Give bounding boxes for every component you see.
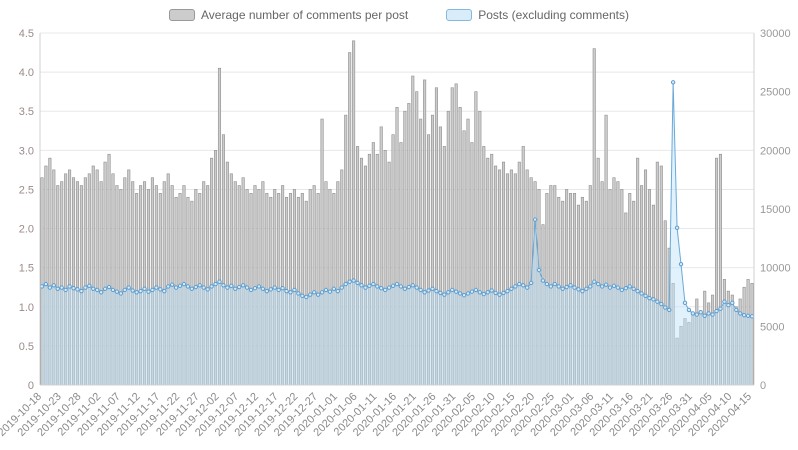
svg-text:3.0: 3.0 xyxy=(19,145,34,157)
svg-text:2.5: 2.5 xyxy=(19,184,34,196)
svg-text:10000: 10000 xyxy=(760,263,791,275)
axis-lines xyxy=(39,33,755,386)
svg-text:2.0: 2.0 xyxy=(19,224,34,236)
svg-text:15000: 15000 xyxy=(760,204,791,216)
legend-item-avg-comments[interactable]: Average number of comments per post xyxy=(169,8,408,22)
svg-text:0.5: 0.5 xyxy=(19,341,34,353)
svg-text:1.5: 1.5 xyxy=(19,263,34,275)
svg-text:5000: 5000 xyxy=(760,321,784,333)
svg-text:25000: 25000 xyxy=(760,87,791,99)
svg-text:3.5: 3.5 xyxy=(19,106,34,118)
y-axis-left-labels: 0 0.5 1.0 1.5 2.0 2.5 3.0 3.5 4.0 4.5 xyxy=(19,28,34,392)
svg-text:4.0: 4.0 xyxy=(19,67,34,79)
legend-label-posts: Posts (excluding comments) xyxy=(478,8,629,22)
legend-item-posts[interactable]: Posts (excluding comments) xyxy=(446,8,629,22)
svg-text:20000: 20000 xyxy=(760,145,791,157)
y-axis-right-labels: 0 5000 10000 15000 20000 25000 30000 xyxy=(760,28,791,392)
svg-text:1.0: 1.0 xyxy=(19,302,34,314)
svg-text:0: 0 xyxy=(28,380,34,392)
bar-series-swatch-icon xyxy=(169,9,196,21)
svg-text:4.5: 4.5 xyxy=(19,28,34,40)
x-axis-labels: 2019-10-182019-10-232019-10-282019-11-02… xyxy=(0,391,754,439)
legend-label-avg-comments: Average number of comments per post xyxy=(201,8,409,22)
posts-line-series xyxy=(39,80,755,385)
svg-text:0: 0 xyxy=(760,380,766,392)
line-series-swatch-icon xyxy=(446,9,473,21)
legend: Average number of comments per post Post… xyxy=(0,8,798,22)
svg-text:30000: 30000 xyxy=(760,28,791,40)
